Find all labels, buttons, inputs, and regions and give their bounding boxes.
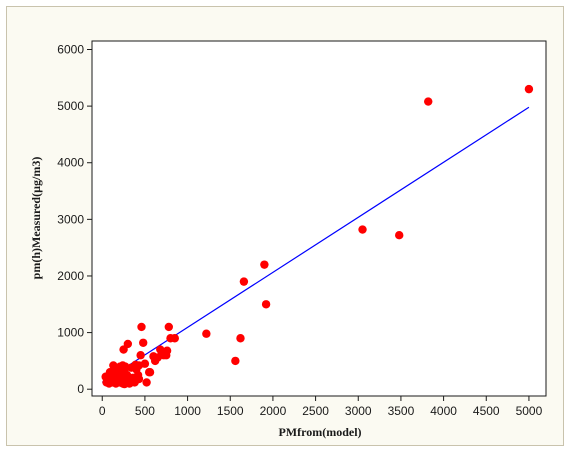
y-tick-label: 4000 bbox=[57, 156, 84, 170]
data-point bbox=[134, 374, 144, 384]
data-point bbox=[166, 334, 175, 343]
x-tick-label: 2500 bbox=[302, 404, 329, 418]
data-point bbox=[119, 345, 128, 354]
data-point bbox=[131, 360, 140, 370]
data-point bbox=[395, 231, 404, 240]
x-tick-label: 4000 bbox=[430, 404, 457, 418]
x-axis-title: PMfrom(model) bbox=[278, 425, 361, 439]
data-point bbox=[136, 351, 145, 360]
x-axis: 0 500 1000 1500 2000 2500 3000 3500 4000 4500 5000 bbox=[99, 396, 543, 418]
x-tick-label: 500 bbox=[135, 404, 155, 418]
data-point bbox=[236, 334, 245, 343]
y-tick-label: 5000 bbox=[57, 99, 84, 113]
data-point bbox=[424, 97, 433, 106]
data-point bbox=[144, 368, 154, 377]
data-point bbox=[524, 84, 534, 94]
y-tick-label: 0 bbox=[77, 382, 84, 396]
y-tick-label: 2000 bbox=[57, 269, 84, 283]
data-point bbox=[101, 372, 110, 381]
y-axis: 0 1000 2000 3000 4000 5000 6000 bbox=[57, 42, 92, 396]
data-point bbox=[260, 260, 269, 269]
x-tick-label: 5000 bbox=[516, 404, 543, 418]
x-tick-label: 1500 bbox=[217, 404, 244, 418]
data-point bbox=[150, 356, 160, 366]
y-tick-label: 6000 bbox=[57, 42, 84, 56]
data-point bbox=[142, 378, 151, 387]
points-group bbox=[101, 84, 534, 389]
x-tick-label: 2000 bbox=[260, 404, 287, 418]
plot-area bbox=[91, 40, 547, 397]
x-tick-label: 0 bbox=[99, 404, 106, 418]
data-point bbox=[202, 329, 211, 338]
data-point bbox=[239, 277, 249, 286]
y-axis-title: pm(h)Measured(µg/m3) bbox=[29, 157, 43, 280]
data-point bbox=[109, 361, 118, 370]
data-point bbox=[137, 322, 146, 332]
data-point bbox=[358, 225, 367, 234]
data-point bbox=[164, 322, 174, 332]
y-tick-label: 1000 bbox=[57, 326, 84, 340]
data-point bbox=[162, 351, 171, 360]
x-tick-label: 3500 bbox=[388, 404, 415, 418]
data-point bbox=[120, 379, 129, 389]
x-tick-label: 3000 bbox=[345, 404, 372, 418]
y-tick-label: 3000 bbox=[57, 212, 84, 226]
x-tick-label: 4500 bbox=[473, 404, 500, 418]
data-point bbox=[231, 356, 240, 366]
data-point bbox=[139, 338, 148, 347]
data-point bbox=[140, 359, 150, 368]
x-tick-label: 1000 bbox=[174, 404, 201, 418]
data-point bbox=[261, 300, 271, 309]
